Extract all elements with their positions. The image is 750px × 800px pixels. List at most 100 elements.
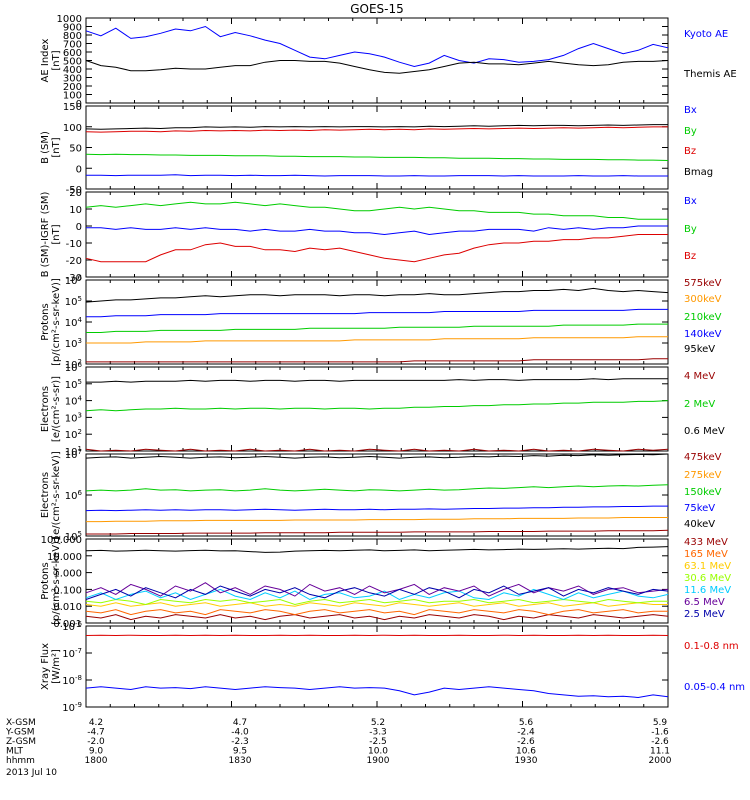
y-tick-label: 0: [76, 99, 82, 110]
series-line-433-mev: [85, 614, 669, 621]
x-row-value: 5.6: [519, 718, 534, 728]
y-axis-label: [nT]: [51, 137, 62, 157]
legend-label: 0.1-0.8 nm: [684, 641, 739, 652]
x-row-value: -2.3: [231, 737, 249, 747]
x-row-value: 1930: [515, 756, 538, 766]
series-line-6-5-mev: [85, 582, 669, 597]
y-tick-label: -10: [66, 239, 82, 250]
series-line-11-6-mev: [85, 588, 669, 601]
x-row-value: -2.0: [87, 737, 105, 747]
y-tick-label: 0: [76, 164, 82, 175]
y-tick-label: 150: [63, 102, 82, 113]
x-row-value: 1900: [367, 756, 390, 766]
y-axis-label: [e/(cm²-s-sr)]: [51, 376, 62, 442]
x-row-value: -2.4: [517, 728, 535, 738]
x-row-label: Z-GSM: [6, 737, 36, 747]
panel-frame: [85, 191, 669, 278]
y-axis-label: [nT]: [51, 50, 62, 70]
y-tick-label: 10: [69, 205, 82, 216]
y-tick-label: 105: [65, 378, 82, 391]
x-row-value: 5.9: [653, 718, 668, 728]
legend-label: Bz: [684, 146, 696, 157]
x-row-value: 11.1: [650, 747, 670, 757]
panel-frame: [85, 17, 669, 104]
y-tick-label: 103: [65, 411, 82, 424]
date-label: 2013 Jul 10: [6, 768, 57, 778]
y-tick-label: 106: [65, 489, 83, 502]
y-tick-label: 102: [65, 428, 82, 441]
y-tick-label: -20: [66, 256, 82, 267]
y-axis-label: B (SM): [40, 131, 51, 164]
x-row-value: 1830: [229, 756, 252, 766]
x-row-value: 5.2: [371, 718, 385, 728]
series-line-475kev: [86, 529, 669, 535]
y-axis-label: Electrons: [40, 386, 51, 432]
series-line-4-mev: [85, 448, 669, 452]
y-axis-label: [p/(cm²-s-sr-keV)]: [51, 278, 62, 366]
x-row-value: 9.0: [89, 747, 104, 757]
panel-frame: [85, 625, 669, 708]
y-tick-label: 400: [63, 65, 82, 76]
y-tick-label: 106: [65, 274, 83, 287]
legend-label: 11.6 MeV: [684, 585, 731, 596]
y-axis-label: Protons: [40, 562, 51, 599]
series-line-flux: [85, 546, 669, 553]
series-line-2-mev: [85, 400, 669, 412]
series-line-275kev: [86, 517, 668, 523]
series-line-bz: [85, 234, 668, 263]
series-line-bmag: [85, 124, 668, 130]
series-line-140kev: [86, 308, 668, 318]
legend-label: 30.6 MeV: [684, 573, 731, 584]
x-row-value: 2000: [649, 756, 672, 766]
y-tick-label: 300: [63, 74, 82, 85]
legend-label: Kyoto AE: [684, 29, 728, 40]
legend-label: 4 MeV: [684, 371, 715, 382]
series-line-by: [85, 201, 668, 220]
legend-label: 165 MeV: [684, 549, 728, 560]
x-row-value: -2.5: [369, 737, 387, 747]
x-row-value: -2.6: [651, 737, 669, 747]
x-row-value: 10.6: [516, 747, 536, 757]
legend-label: Bmag: [684, 167, 713, 178]
series-line-0-6-mev: [86, 378, 668, 383]
y-tick-label: 600: [63, 48, 82, 59]
series-line-by: [85, 153, 669, 161]
x-row-value: -1.6: [651, 728, 669, 738]
legend-label: 0.05-0.4 nm: [684, 682, 745, 693]
y-tick-label: 500: [63, 57, 82, 68]
x-row-value: 4.2: [89, 718, 103, 728]
x-row-label: MLT: [6, 747, 24, 757]
legend-label: 150keV: [684, 487, 722, 498]
legend-label: Bx: [684, 196, 697, 207]
legend-label: 210keV: [684, 312, 722, 323]
y-tick-label: 1.000: [53, 569, 82, 580]
y-tick-label: 50: [69, 144, 82, 155]
legend-label: By: [684, 224, 697, 235]
legend-label: 433 MeV: [684, 537, 728, 548]
legend-label: 40keV: [684, 519, 715, 530]
series-line-2-5-mev: [85, 585, 669, 600]
y-tick-label: 800: [63, 31, 82, 42]
y-tick-label: 200: [63, 82, 82, 93]
y-tick-label: -50: [66, 185, 82, 196]
panel-2: -50 0 50 100 150 B (SM) [nT] Bx By Bz Bmag: [40, 102, 713, 196]
y-tick-label: -30: [66, 273, 82, 284]
y-axis-label: AE Index: [40, 38, 51, 82]
y-tick-label: 0.100: [53, 585, 82, 596]
series-line-75kev: [85, 505, 668, 512]
y-tick-label: 10-6: [62, 620, 82, 633]
series-line-95kev: [85, 287, 669, 303]
legend-label: Themis AE: [683, 69, 737, 80]
panel-frame: [85, 279, 669, 365]
x-row-value: 9.5: [233, 747, 247, 757]
legend-label: 2.5 MeV: [684, 609, 725, 620]
y-tick-label: 900: [63, 23, 82, 34]
x-row-label: hhmm: [6, 756, 35, 766]
series-line-300kev: [86, 336, 668, 344]
y-tick-label: 104: [65, 395, 83, 408]
y-tick-label: 100.000: [41, 535, 82, 546]
